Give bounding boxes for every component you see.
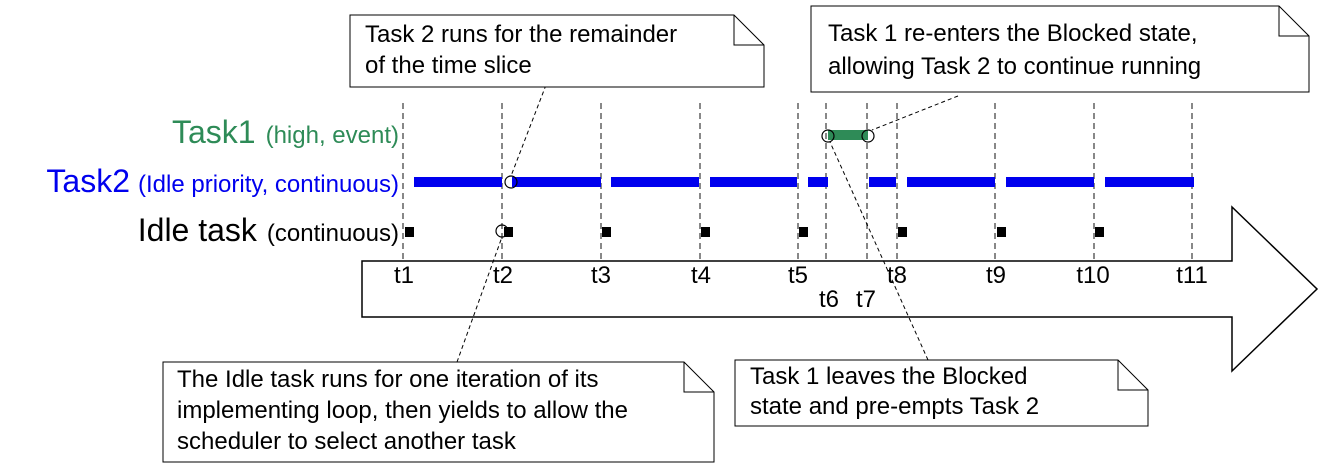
note-line: state and pre-empts Task 2 — [750, 393, 1039, 420]
leader-task1-leaves — [829, 141, 929, 361]
task2-bar — [710, 177, 797, 187]
note-fold — [733, 15, 764, 46]
idle-name: Idle task — [138, 212, 258, 248]
tick-labels: t1 t2 t3 t4 t5 t6 t7 t8 t9 t10 t11 — [394, 262, 1208, 313]
tick-label-t5: t5 — [788, 262, 808, 289]
task2-bar — [611, 177, 699, 187]
note-line: Task 1 leaves the Blocked — [750, 363, 1028, 390]
idle-marker — [1095, 227, 1104, 237]
idle-marker — [898, 227, 907, 237]
note-line: The Idle task runs for one iteration of … — [177, 366, 599, 393]
tick-label-t7: t7 — [856, 286, 876, 313]
event-markers — [495, 129, 875, 238]
row-label-task1: Task1 (high, event) — [172, 114, 399, 150]
tick-label-t6: t6 — [819, 286, 839, 313]
task2-bar — [869, 177, 896, 187]
tick-label-t2: t2 — [493, 262, 513, 289]
task2-name: Task2 — [46, 163, 130, 199]
task1-start-circle — [821, 129, 835, 143]
tick-label-t4: t4 — [691, 262, 711, 289]
idle-marker — [997, 227, 1006, 237]
row-label-idle: Idle task (continuous) — [138, 212, 399, 248]
task1-execution-bar — [828, 130, 868, 140]
task2-execution — [414, 177, 1194, 187]
task2-bar — [808, 177, 828, 187]
time-axis-arrow — [361, 205, 1319, 373]
note-fold — [1117, 360, 1148, 391]
tick-label-t9: t9 — [986, 262, 1006, 289]
task1-end-circle — [861, 129, 875, 143]
note-line: Task 2 runs for the remainder — [365, 21, 677, 48]
note-task1-reenters: Task 1 re-enters the Blocked state, allo… — [810, 5, 1310, 93]
note-box — [734, 359, 1149, 427]
note-idle-iteration: The Idle task runs for one iteration of … — [162, 361, 715, 463]
idle-marker — [602, 227, 611, 237]
note-line: Task 1 re-enters the Blocked state, — [828, 20, 1198, 47]
task2-bar — [907, 177, 995, 187]
idle-detail: (continuous) — [267, 220, 399, 247]
idle-yield-circle — [495, 224, 509, 238]
task2-bar — [414, 177, 502, 187]
leader-task1-reenters — [871, 95, 959, 131]
task2-detail: (Idle priority, continuous) — [138, 171, 399, 198]
note-line: of the time slice — [365, 52, 532, 79]
callout-leaders — [456, 84, 959, 363]
task1-detail: (high, event) — [266, 122, 399, 149]
tick-label-t10: t10 — [1076, 262, 1109, 289]
idle-marker — [405, 227, 414, 237]
task2-bar — [512, 177, 601, 187]
note-box — [810, 5, 1310, 93]
note-fold — [683, 362, 714, 393]
note-line: allowing Task 2 to continue running — [828, 53, 1201, 80]
tick-label-t11: t11 — [1176, 262, 1208, 289]
note-task1-leaves: Task 1 leaves the Blocked state and pre-… — [734, 359, 1149, 427]
note-box — [349, 14, 765, 88]
tick-label-t8: t8 — [887, 262, 907, 289]
row-label-task2: Task2 (Idle priority, continuous) — [46, 163, 399, 199]
tick-label-t3: t3 — [591, 262, 611, 289]
note-line: implementing loop, then yields to allow … — [177, 397, 628, 424]
idle-marker — [799, 227, 808, 237]
note-box — [162, 361, 715, 463]
task2-bar — [1105, 177, 1194, 187]
note-task2-remainder: Task 2 runs for the remainder of the tim… — [349, 14, 765, 88]
idle-marker — [701, 227, 710, 237]
note-line: scheduler to select another task — [177, 428, 517, 455]
task1-name: Task1 — [172, 114, 256, 150]
task2-resume-circle — [504, 175, 518, 189]
leader-task2-remainder — [510, 84, 547, 177]
tick-label-t1: t1 — [394, 262, 414, 289]
note-fold — [1278, 6, 1309, 37]
leader-idle-iteration — [456, 236, 503, 363]
tick-gridlines — [402, 103, 1193, 262]
task2-bar — [1006, 177, 1094, 187]
idle-task-execution — [405, 227, 1104, 237]
